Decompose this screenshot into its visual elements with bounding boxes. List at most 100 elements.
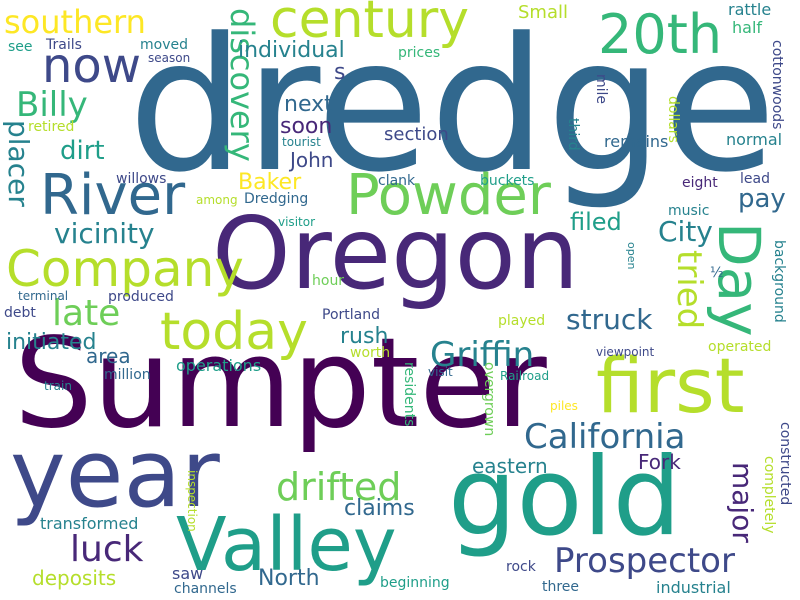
word-industrial: industrial bbox=[656, 578, 731, 597]
word-gold: gold bbox=[448, 435, 682, 560]
word-placer: placer bbox=[2, 120, 35, 207]
word-john: John bbox=[290, 148, 334, 172]
word-struck: struck bbox=[566, 303, 653, 336]
word-major: major bbox=[726, 462, 759, 543]
word-among: among bbox=[196, 193, 238, 207]
word-season: season bbox=[148, 51, 191, 65]
word-s: s bbox=[334, 60, 346, 85]
word-late: late bbox=[52, 293, 121, 334]
word-rush: rush bbox=[340, 324, 389, 349]
word-rock: rock bbox=[506, 559, 536, 575]
word-beginning: beginning bbox=[380, 575, 450, 591]
word-remains: remains bbox=[604, 132, 669, 151]
word-dredging: Dredging bbox=[244, 191, 309, 207]
word-willows: willows bbox=[116, 171, 167, 187]
word-debt: debt bbox=[4, 305, 36, 321]
word-prices: prices bbox=[398, 45, 441, 61]
word-operations: operations bbox=[176, 356, 262, 375]
word-next: next bbox=[284, 92, 333, 117]
word-transformed: transformed bbox=[40, 514, 139, 533]
word-sumpter: Sumpter bbox=[14, 312, 547, 456]
word-dredge: dredge bbox=[128, 0, 777, 213]
word-inspection: inspection bbox=[185, 470, 199, 532]
word-valley: Valley bbox=[176, 502, 397, 588]
word-tried: tried bbox=[669, 250, 709, 330]
word-channels: channels bbox=[174, 581, 237, 597]
word-constructed: constructed bbox=[777, 422, 793, 506]
word-dollars: dollars bbox=[665, 96, 681, 143]
word-today: today bbox=[160, 302, 308, 362]
word-background: background bbox=[771, 240, 787, 323]
word-visit: visit bbox=[428, 365, 453, 379]
word-deposits: deposits bbox=[32, 566, 117, 590]
word-terminal: terminal bbox=[18, 289, 69, 303]
word-section: section bbox=[384, 124, 449, 145]
word-open: open bbox=[625, 242, 638, 270]
word-century: century bbox=[270, 0, 470, 50]
word-california: California bbox=[524, 417, 686, 457]
word-completely: completely bbox=[761, 456, 777, 534]
word-tourist: tourist bbox=[282, 135, 321, 149]
word-soon: soon bbox=[280, 114, 333, 139]
word-fork: Fork bbox=[638, 450, 681, 474]
word-luck: luck bbox=[70, 529, 144, 570]
word-half-symbol: ½ bbox=[710, 265, 724, 281]
word-southern: southern bbox=[4, 3, 146, 41]
word-cottonwoods: cottonwoods bbox=[769, 40, 785, 130]
word-billy: Billy bbox=[16, 85, 88, 125]
word-half: half bbox=[732, 18, 763, 37]
word-clank: clank bbox=[378, 173, 416, 189]
word-area: area bbox=[86, 344, 131, 368]
word-overgrown: overgrown bbox=[481, 362, 497, 437]
word-initiated: initiated bbox=[6, 330, 97, 355]
word-played: played bbox=[498, 313, 546, 329]
word-million: million bbox=[104, 367, 151, 383]
word-piles: piles bbox=[550, 399, 578, 413]
word-year: year bbox=[10, 420, 220, 529]
word-small: Small bbox=[518, 2, 568, 23]
word-pay: pay bbox=[738, 184, 786, 214]
word-individual: individual bbox=[238, 38, 345, 63]
word-rattle: rattle bbox=[728, 0, 772, 19]
word-visitor: visitor bbox=[278, 215, 316, 229]
word-railroad: Railroad bbox=[500, 369, 550, 383]
word-city: City bbox=[658, 215, 713, 248]
word-retired: retired bbox=[28, 119, 75, 135]
word-north: North bbox=[258, 566, 320, 591]
word-saw: saw bbox=[172, 564, 204, 583]
word-viewpoint: viewpoint bbox=[596, 345, 655, 359]
word-portland: Portland bbox=[322, 307, 380, 323]
word-first: first bbox=[596, 341, 745, 430]
word-buckets: buckets bbox=[480, 173, 535, 189]
word-filed: filed bbox=[570, 208, 622, 236]
word-river: River bbox=[40, 163, 186, 228]
word-residents: residents bbox=[401, 362, 417, 427]
word-worth: worth bbox=[350, 345, 391, 361]
word-three: three bbox=[542, 579, 580, 595]
word-mile: mile bbox=[593, 74, 609, 105]
word-see: see bbox=[8, 39, 33, 55]
word-normal: normal bbox=[726, 130, 783, 149]
word-train: train bbox=[44, 379, 72, 393]
word-baker: Baker bbox=[238, 170, 302, 195]
word-powder: Powder bbox=[346, 163, 551, 228]
word-lead: lead bbox=[740, 171, 770, 187]
word-dirt: dirt bbox=[60, 136, 105, 166]
word-claims: claims bbox=[344, 496, 415, 521]
word-day: Day bbox=[705, 222, 773, 337]
word-eastern: eastern bbox=[472, 454, 548, 478]
word-now: now bbox=[42, 38, 142, 94]
word-trails: Trails bbox=[46, 37, 82, 53]
word-company: Company bbox=[6, 240, 244, 298]
word-music: music bbox=[668, 203, 710, 219]
word-prospector: Prospector bbox=[554, 541, 735, 581]
word-drifted: drifted bbox=[276, 465, 402, 509]
word-20th: 20th bbox=[598, 3, 723, 66]
word-moved: moved bbox=[140, 37, 188, 53]
word-griffin: Griffin bbox=[430, 335, 535, 375]
word-oregon: Oregon bbox=[212, 195, 580, 312]
word-third: third bbox=[565, 118, 581, 151]
word-hour: hour bbox=[312, 273, 345, 289]
word-operated: operated bbox=[708, 339, 772, 355]
